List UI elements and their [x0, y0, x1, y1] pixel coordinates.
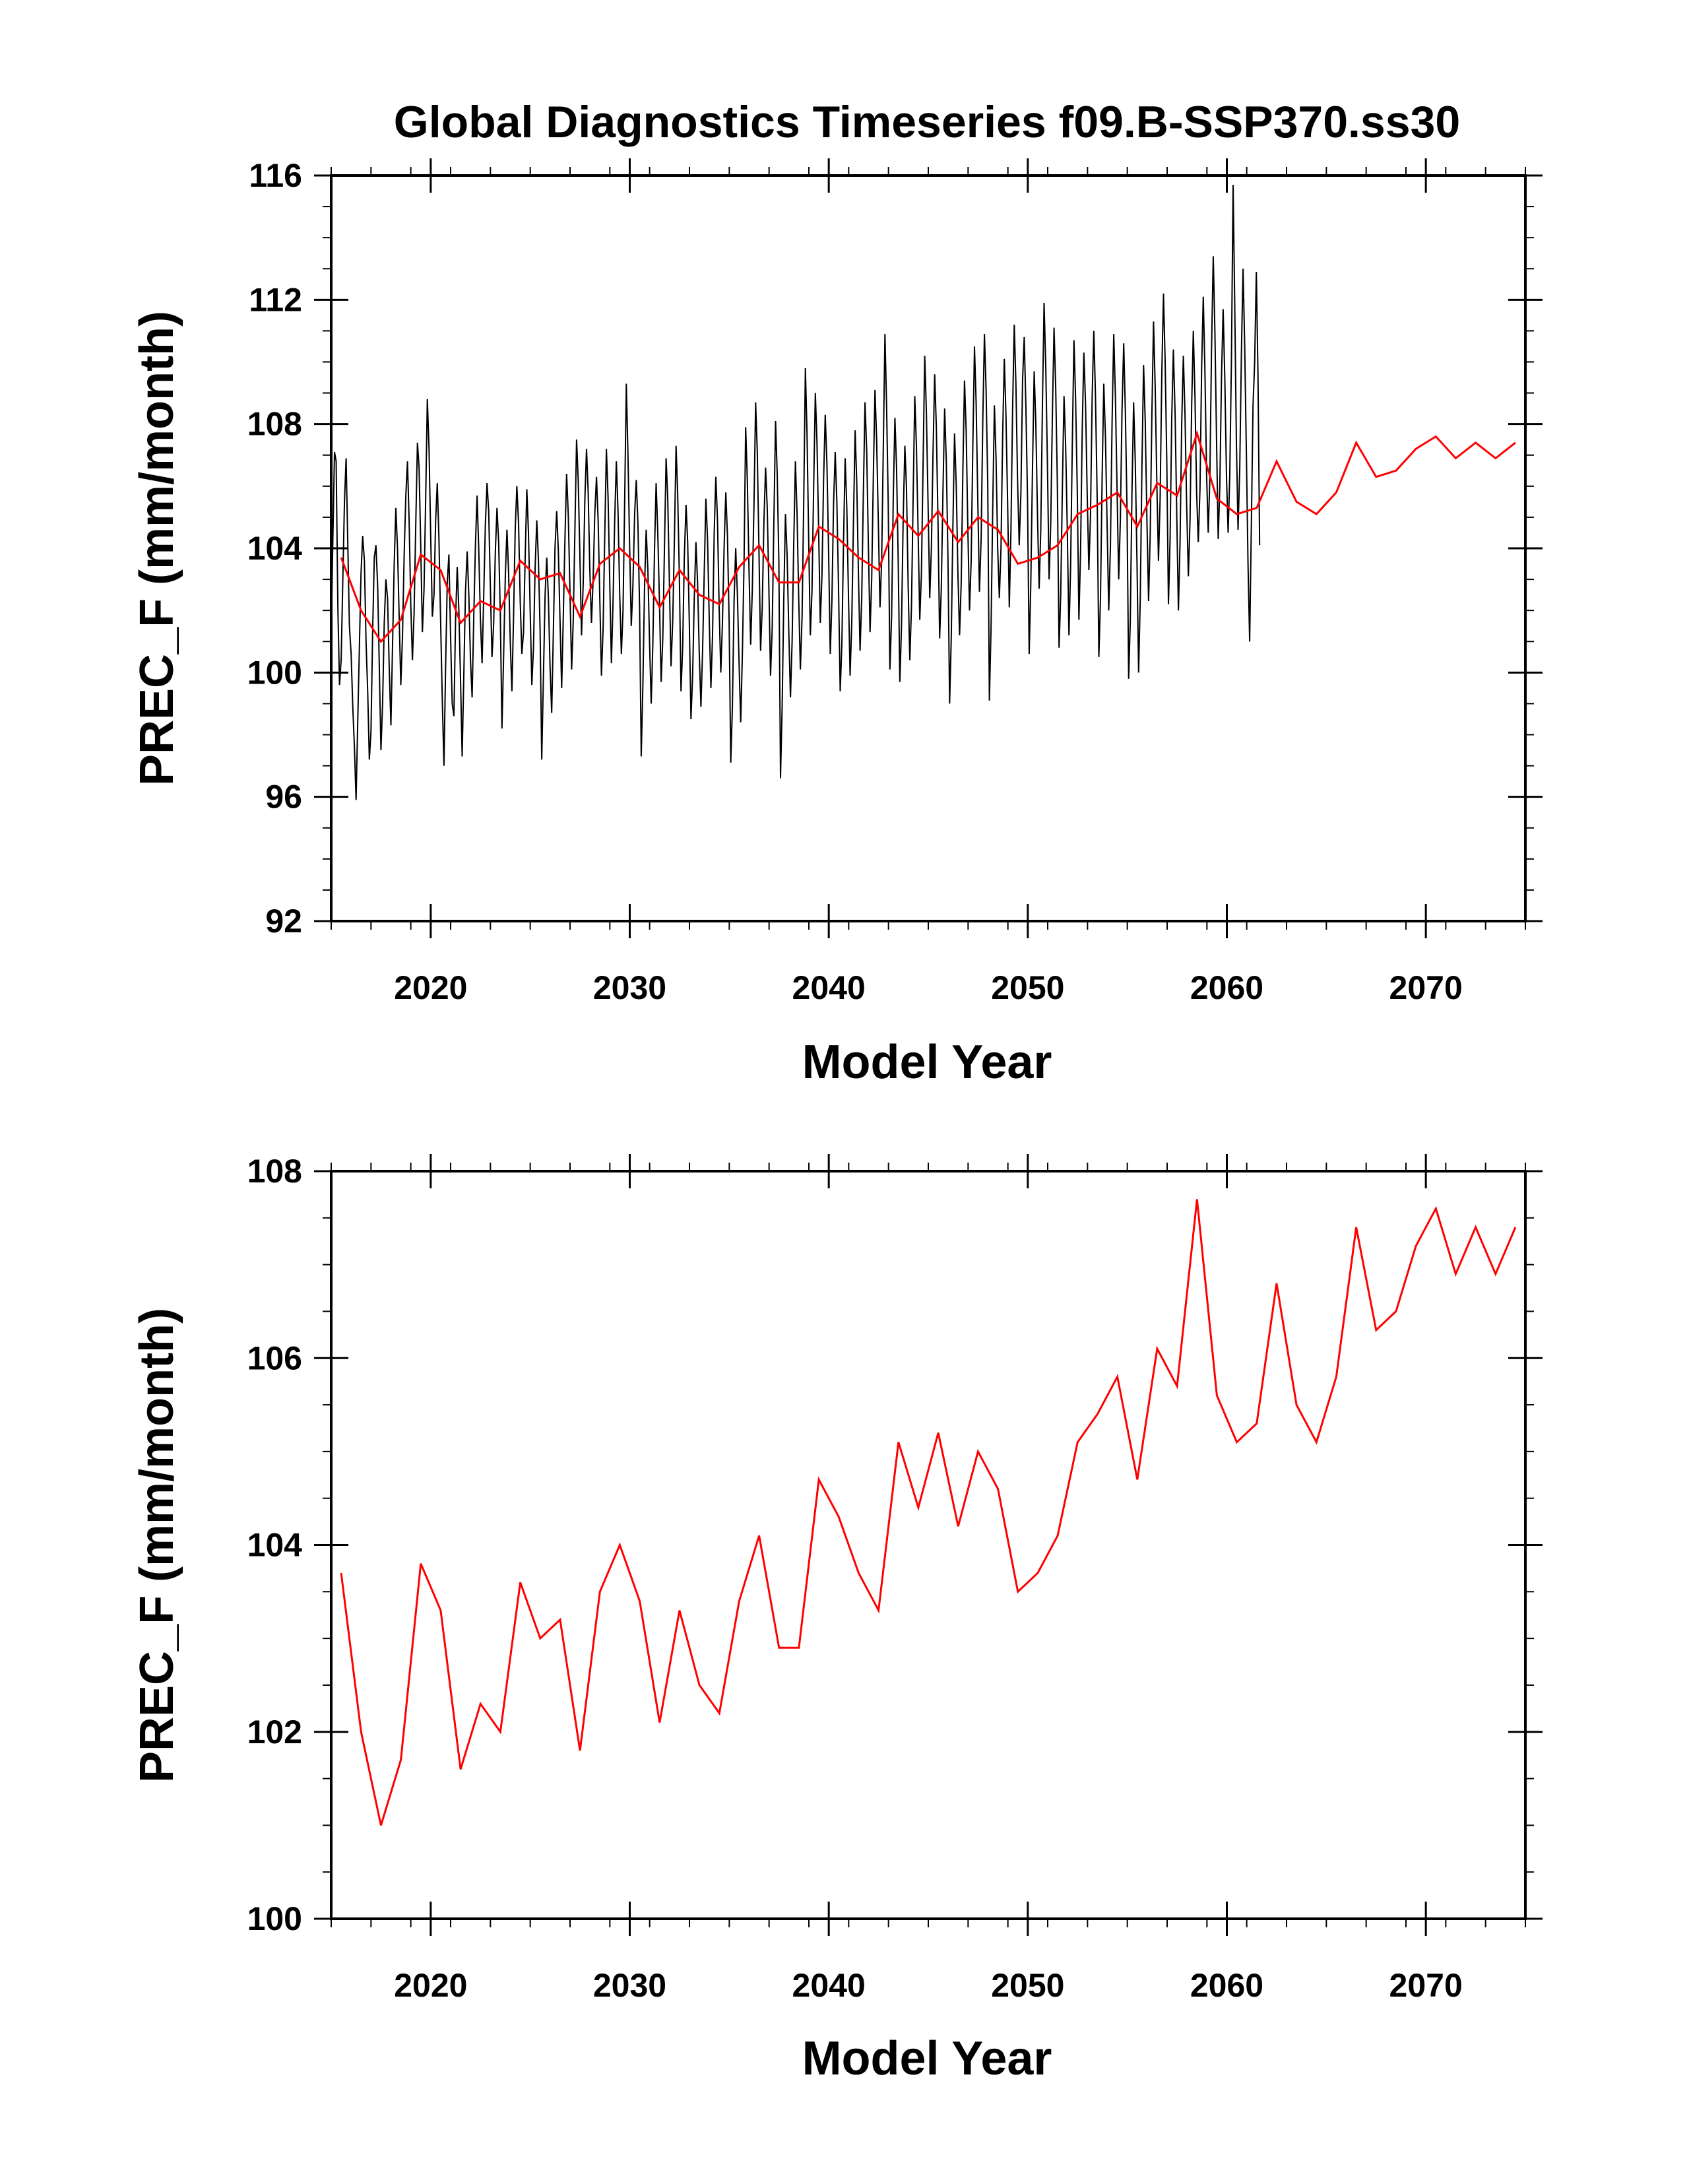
y-tick-label: 104 — [247, 1527, 303, 1564]
y-tick-label: 108 — [247, 406, 302, 443]
annual-mean-line — [340, 1199, 1517, 1826]
top-y-axis-label: PREC_F (mm/month) — [131, 311, 183, 786]
bottom-plot-area — [340, 1199, 1517, 1826]
x-tick-label: 2050 — [991, 969, 1064, 1006]
top-chart-panel: 2020 2030 2040 2050 2060 2070 92 96 100 104 108 112… — [131, 157, 1543, 1089]
x-tick-label: 2070 — [1389, 969, 1463, 1006]
y-tick-label: 106 — [247, 1339, 302, 1376]
annual-mean-line — [340, 430, 1516, 643]
y-tick-label: 108 — [247, 1153, 302, 1190]
x-tick-label: 2040 — [792, 969, 866, 1006]
bottom-axis-ticks: 2020 2030 2040 2050 2060 2070 100 102 104 106 108 — [247, 1153, 1543, 2004]
x-tick-label: 2030 — [593, 1967, 666, 2004]
x-tick-label: 2040 — [792, 1967, 866, 2004]
y-tick-label: 100 — [247, 654, 302, 691]
x-tick-label: 2020 — [394, 1967, 467, 2004]
x-tick-label: 2070 — [1389, 1967, 1463, 2004]
top-axis-ticks: 2020 2030 2040 2050 2060 2070 92 96 100 104 108 112… — [247, 157, 1543, 1006]
bottom-x-axis-label: Model Year — [802, 2032, 1052, 2085]
x-tick-label: 2060 — [1190, 1967, 1263, 2004]
chart-title: Global Diagnostics Timeseries f09.B-SSP3… — [394, 97, 1460, 147]
x-tick-label: 2030 — [593, 969, 666, 1006]
top-plot-area — [331, 185, 1516, 800]
y-tick-label: 100 — [247, 1900, 302, 1937]
top-plot-frame — [330, 174, 1527, 922]
bottom-y-axis-label: PREC_F (mm/month) — [131, 1308, 183, 1783]
x-tick-label: 2060 — [1190, 969, 1263, 1006]
monthly-series-line — [331, 185, 1261, 800]
bottom-chart-panel: 2020 2030 2040 2050 2060 2070100102104106108 … — [131, 1153, 1543, 2085]
y-tick-label: 92 — [265, 903, 302, 940]
y-tick-label: 104 — [247, 530, 303, 567]
top-x-axis-label: Model Year — [802, 1036, 1052, 1089]
y-tick-label: 96 — [265, 779, 302, 816]
x-tick-label: 2020 — [394, 969, 467, 1006]
y-tick-label: 102 — [247, 1714, 302, 1750]
y-tick-label: 116 — [249, 157, 302, 194]
y-tick-label: 112 — [249, 281, 302, 318]
bottom-plot-frame — [330, 1170, 1527, 1920]
x-tick-label: 2050 — [991, 1967, 1064, 2004]
